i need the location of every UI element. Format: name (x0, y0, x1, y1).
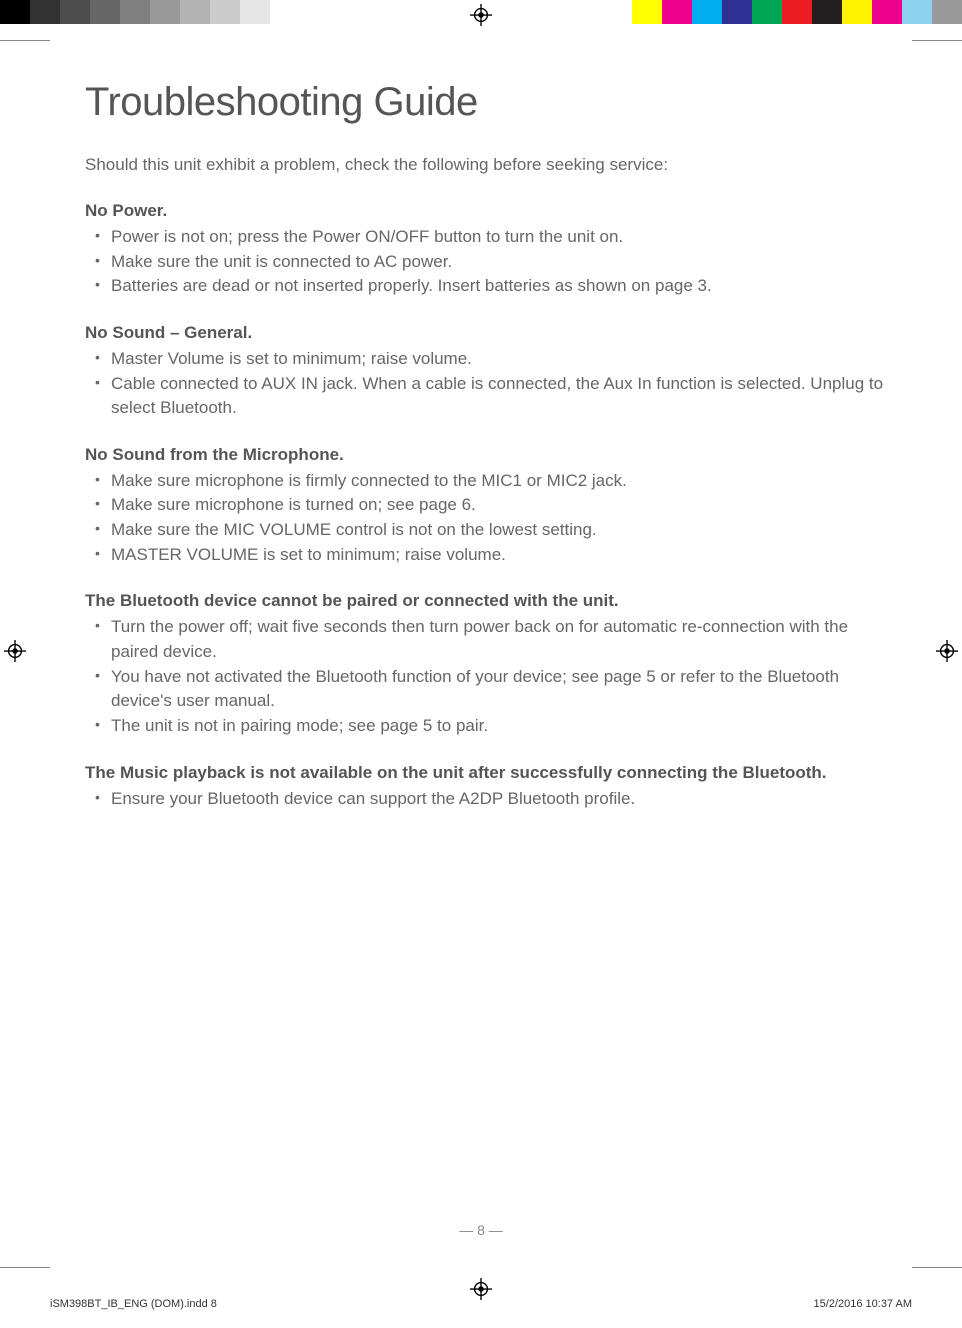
list-item: Make sure the MIC VOLUME control is not … (85, 518, 885, 543)
list-item: Make sure microphone is firmly connected… (85, 469, 885, 494)
troubleshooting-section: No Sound from the Microphone. Make sure m… (85, 445, 885, 568)
section-heading: No Power. (85, 201, 885, 221)
color-swatch (180, 0, 210, 24)
troubleshooting-section: The Bluetooth device cannot be paired or… (85, 591, 885, 738)
page-number: — 8 — (0, 1222, 962, 1238)
footer-slug: iSM398BT_IB_ENG (DOM).indd 8 15/2/2016 1… (50, 1298, 912, 1310)
color-swatch (60, 0, 90, 24)
color-swatch (120, 0, 150, 24)
footer-file: iSM398BT_IB_ENG (DOM).indd 8 (50, 1298, 217, 1310)
list-item: Power is not on; press the Power ON/OFF … (85, 225, 885, 250)
crop-mark (0, 1267, 50, 1268)
section-list: Master Volume is set to minimum; raise v… (85, 347, 885, 421)
page-title: Troubleshooting Guide (85, 80, 885, 125)
color-swatch (932, 0, 962, 24)
color-swatch (240, 0, 270, 24)
color-swatch (662, 0, 692, 24)
list-item: Batteries are dead or not inserted prope… (85, 274, 885, 299)
section-heading: No Sound – General. (85, 323, 885, 343)
section-list: Power is not on; press the Power ON/OFF … (85, 225, 885, 299)
color-bar-left (0, 0, 330, 24)
intro-text: Should this unit exhibit a problem, chec… (85, 155, 885, 175)
color-swatch (722, 0, 752, 24)
color-swatch (782, 0, 812, 24)
section-list: Ensure your Bluetooth device can support… (85, 787, 885, 812)
color-swatch (270, 0, 300, 24)
section-list: Turn the power off; wait five seconds th… (85, 615, 885, 738)
color-swatch (752, 0, 782, 24)
crop-mark (912, 1267, 962, 1268)
color-swatch (0, 0, 30, 24)
list-item: Make sure the unit is connected to AC po… (85, 250, 885, 275)
color-swatch (842, 0, 872, 24)
list-item: Cable connected to AUX IN jack. When a c… (85, 372, 885, 421)
color-swatch (872, 0, 902, 24)
color-swatch (692, 0, 722, 24)
section-heading: The Music playback is not available on t… (85, 763, 885, 783)
list-item: The unit is not in pairing mode; see pag… (85, 714, 885, 739)
list-item: Turn the power off; wait five seconds th… (85, 615, 885, 664)
color-swatch (30, 0, 60, 24)
section-heading: No Sound from the Microphone. (85, 445, 885, 465)
troubleshooting-section: No Power. Power is not on; press the Powe… (85, 201, 885, 299)
page-content: Troubleshooting Guide Should this unit e… (85, 80, 885, 835)
color-bar-right (632, 0, 962, 24)
color-swatch (902, 0, 932, 24)
color-swatch (210, 0, 240, 24)
list-item: Make sure microphone is turned on; see p… (85, 493, 885, 518)
color-swatch (300, 0, 330, 24)
color-swatch (812, 0, 842, 24)
troubleshooting-section: The Music playback is not available on t… (85, 763, 885, 812)
registration-mark-icon (470, 1278, 492, 1300)
crop-mark (912, 40, 962, 41)
list-item: You have not activated the Bluetooth fun… (85, 665, 885, 714)
registration-mark-icon (4, 640, 26, 662)
registration-mark-icon (470, 4, 492, 26)
section-list: Make sure microphone is firmly connected… (85, 469, 885, 568)
list-item: Ensure your Bluetooth device can support… (85, 787, 885, 812)
troubleshooting-section: No Sound – General. Master Volume is set … (85, 323, 885, 421)
color-swatch (632, 0, 662, 24)
crop-mark (0, 40, 50, 41)
footer-timestamp: 15/2/2016 10:37 AM (814, 1298, 912, 1310)
color-swatch (150, 0, 180, 24)
list-item: MASTER VOLUME is set to minimum; raise v… (85, 543, 885, 568)
registration-mark-icon (936, 640, 958, 662)
section-heading: The Bluetooth device cannot be paired or… (85, 591, 885, 611)
color-swatch (90, 0, 120, 24)
list-item: Master Volume is set to minimum; raise v… (85, 347, 885, 372)
